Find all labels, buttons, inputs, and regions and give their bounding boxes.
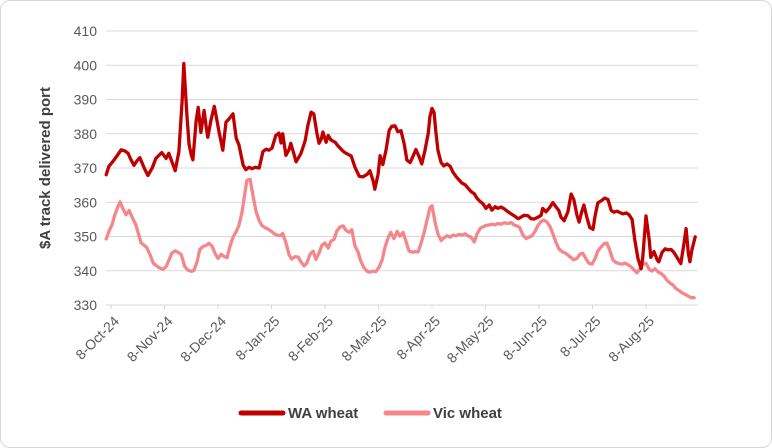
y-tick-label-370: 370 (74, 160, 98, 176)
x-tick-label-3: 8-Jan-25 (232, 313, 283, 364)
series-line-wa-wheat (104, 61, 697, 271)
x-tick-label-2: 8-Dec-24 (177, 313, 229, 365)
x-tick-label-6: 8-Apr-25 (393, 313, 443, 363)
y-tick-label-410: 410 (74, 23, 98, 39)
x-tick-label-9: 8-Jul-25 (557, 313, 604, 360)
x-tick-label-1: 8-Nov-24 (124, 313, 176, 365)
x-tick-label-4: 8-Feb-25 (285, 313, 337, 365)
x-tick-label-7: 8-May-25 (443, 313, 496, 366)
legend: WA wheat Vic wheat (238, 405, 502, 422)
x-tick-label-8: 8-Jun-25 (500, 313, 551, 364)
y-tick-label-400: 400 (74, 57, 98, 73)
plot-area: 330 340 350 360 370 380 390 400 410 8-Oct-24 8-Nov… (72, 23, 698, 366)
y-axis-title: $A track delivered port (37, 87, 54, 249)
y-tick-label-350: 350 (74, 229, 98, 245)
legend-label-vic-wheat: Vic wheat (433, 405, 502, 422)
x-tick-label-5: 8-Mar-25 (338, 313, 390, 365)
y-tick-label-360: 360 (74, 194, 98, 210)
y-tick-label-390: 390 (74, 92, 98, 108)
y-tick-label-380: 380 (74, 126, 98, 142)
x-tick-label-0: 8-Oct-24 (72, 313, 122, 363)
series-line-vic-wheat (104, 177, 696, 300)
legend-label-wa-wheat: WA wheat (288, 405, 358, 422)
y-tick-label-340: 340 (74, 263, 98, 279)
x-tick-label-10: 8-Aug-25 (605, 313, 657, 365)
y-tick-label-330: 330 (74, 297, 98, 313)
